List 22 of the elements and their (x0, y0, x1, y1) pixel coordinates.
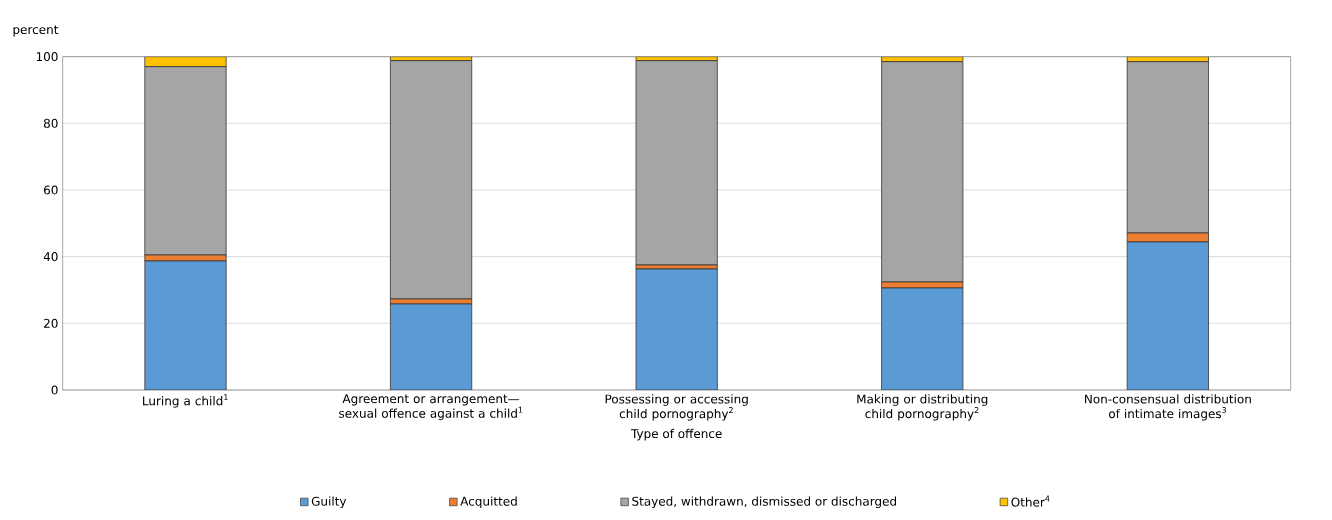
y-tick-label: 0 (51, 385, 58, 395)
y-tick-label: 60 (43, 185, 58, 195)
y-tick-label: 80 (43, 118, 58, 128)
bar (390, 303, 473, 390)
x-tick-label: Agreement or arrangement—sexual offence against a child$^{1}$ (339, 394, 523, 421)
legend-label: Stayed, withdrawn, dismissed or discharged (632, 496, 896, 509)
y-tick-label: 20 (44, 318, 58, 328)
y-tick-label: 40 (43, 252, 58, 262)
legend-label: Guilty (311, 496, 347, 509)
bar (635, 268, 718, 390)
y-axis-title: percent (13, 25, 59, 37)
x-tick-label: Luring a child$^{1}$ (143, 394, 228, 408)
y-tick-label: 100 (36, 52, 58, 62)
x-tick-label: Possessing or accessing child pornography$^{2}$ (605, 394, 748, 421)
legend-label: Acquitted (460, 496, 517, 509)
x-tick-label: Making or distributing child pornography$^{2}$ (857, 394, 988, 421)
x-axis-title: Type of offence (630, 428, 722, 441)
bar (881, 287, 964, 390)
bar (1126, 241, 1209, 390)
x-tick-label: Non-consensual distribution of intimate images$^{3}$ (1085, 394, 1251, 421)
legend-label: Other$^{4}$ (1011, 495, 1050, 507)
bar (144, 260, 227, 390)
